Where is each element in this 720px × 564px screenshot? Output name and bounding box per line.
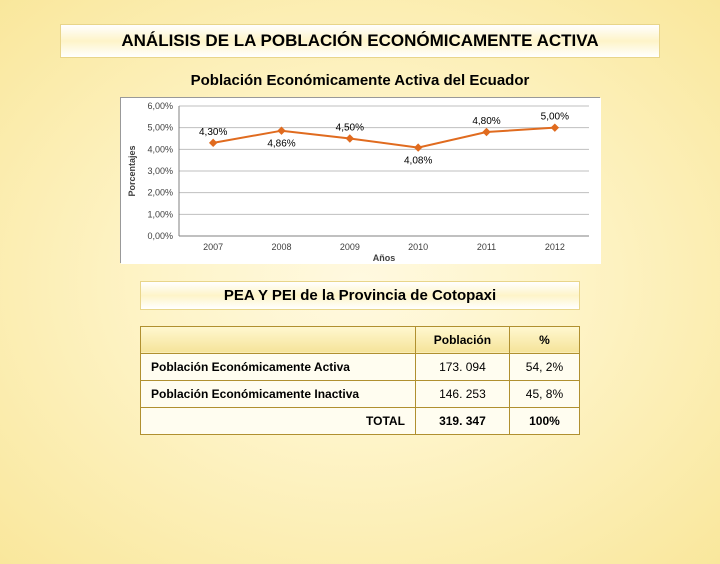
svg-text:5,00%: 5,00% — [147, 122, 173, 132]
row-pct: 45, 8% — [509, 380, 579, 407]
svg-text:Años: Años — [373, 253, 396, 263]
pea-pei-table: Población % Población Económicamente Act… — [140, 326, 580, 435]
svg-text:Porcentajes: Porcentajes — [127, 145, 137, 196]
row-pop: 146. 253 — [415, 380, 509, 407]
main-title: ANÁLISIS DE LA POBLACIÓN ECONÓMICAMENTE … — [71, 31, 649, 51]
svg-text:2012: 2012 — [545, 242, 565, 252]
svg-text:4,80%: 4,80% — [472, 116, 500, 127]
svg-text:0,00%: 0,00% — [147, 231, 173, 241]
svg-text:6,00%: 6,00% — [147, 101, 173, 111]
svg-text:4,08%: 4,08% — [404, 155, 432, 166]
svg-text:2009: 2009 — [340, 242, 360, 252]
line-chart: 0,00% 1,00% 2,00% 3,00% 4,00% 5,00% 6,00% 2007 2… — [121, 98, 601, 264]
svg-text:1,00%: 1,00% — [147, 209, 173, 219]
table-header-empty — [141, 326, 416, 353]
svg-text:2010: 2010 — [408, 242, 428, 252]
main-title-banner: ANÁLISIS DE LA POBLACIÓN ECONÓMICAMENTE … — [60, 24, 660, 58]
sub-title-banner: PEA Y PEI de la Provincia de Cotopaxi — [140, 281, 580, 310]
svg-text:4,00%: 4,00% — [147, 144, 173, 154]
svg-text:4,50%: 4,50% — [336, 122, 364, 133]
row-label: TOTAL — [141, 407, 416, 434]
svg-text:3,00%: 3,00% — [147, 166, 173, 176]
table-header-percent: % — [509, 326, 579, 353]
row-pct: 100% — [509, 407, 579, 434]
svg-text:5,00%: 5,00% — [541, 111, 569, 122]
row-pop: 319. 347 — [415, 407, 509, 434]
row-label: Población Económicamente Activa — [141, 353, 416, 380]
svg-text:2,00%: 2,00% — [147, 187, 173, 197]
chart-container: 0,00% 1,00% 2,00% 3,00% 4,00% 5,00% 6,00% 2007 2… — [120, 97, 600, 263]
svg-text:2007: 2007 — [203, 242, 223, 252]
table-row: TOTAL319. 347100% — [141, 407, 580, 434]
row-pct: 54, 2% — [509, 353, 579, 380]
table-header-row: Población % — [141, 326, 580, 353]
table-header-poblacion: Población — [415, 326, 509, 353]
svg-text:2011: 2011 — [477, 242, 496, 252]
row-label: Población Económicamente Inactiva — [141, 380, 416, 407]
table-row: Población Económicamente Inactiva146. 25… — [141, 380, 580, 407]
chart-title: Población Económicamente Activa del Ecua… — [170, 72, 550, 91]
svg-text:2008: 2008 — [271, 242, 291, 252]
sub-title: PEA Y PEI de la Provincia de Cotopaxi — [151, 287, 569, 304]
svg-text:4,30%: 4,30% — [199, 127, 227, 138]
svg-text:4,86%: 4,86% — [267, 138, 295, 149]
row-pop: 173. 094 — [415, 353, 509, 380]
table-row: Población Económicamente Activa173. 0945… — [141, 353, 580, 380]
